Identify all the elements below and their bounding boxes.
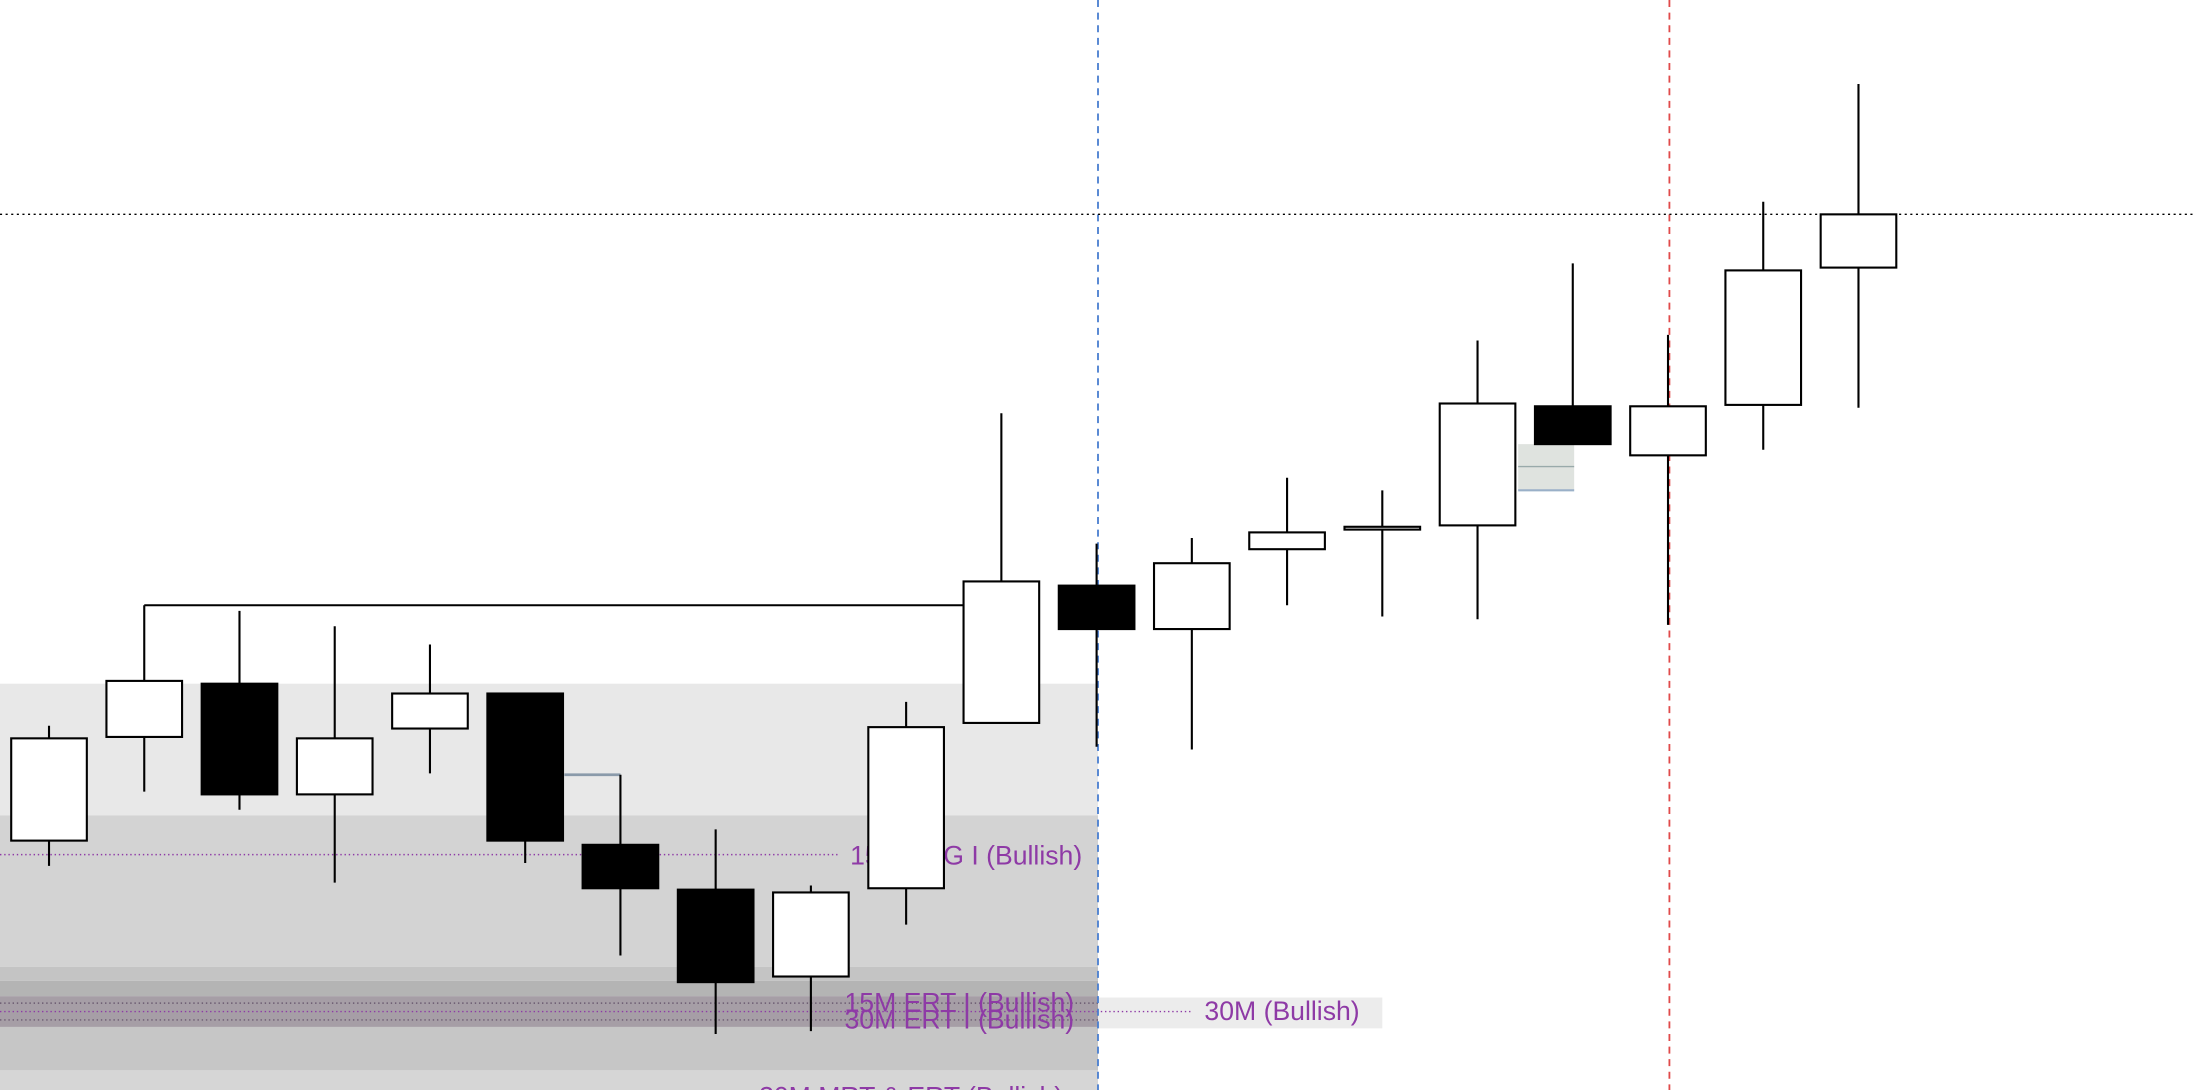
candle-body bbox=[1248, 531, 1326, 551]
annotation: 15M ERT I (Bullish) bbox=[845, 988, 1075, 1018]
zone bbox=[1098, 997, 1383, 1029]
candle-body bbox=[1057, 584, 1136, 631]
candle-body bbox=[200, 682, 279, 796]
candle-body bbox=[391, 692, 469, 730]
zone bbox=[0, 1026, 1098, 1071]
candle-body bbox=[295, 737, 374, 796]
candle-body bbox=[867, 726, 945, 890]
candle-body bbox=[676, 888, 755, 984]
zone bbox=[0, 1070, 1098, 1090]
candle-body bbox=[1819, 213, 1898, 269]
annotation: 30M MRT & ERT (Bullish) bbox=[759, 1081, 1063, 1090]
candle-body bbox=[581, 843, 660, 890]
candle-body bbox=[1343, 525, 1422, 531]
candle-body bbox=[486, 692, 565, 842]
annotation: 30M ERT I (Bullish) bbox=[845, 1004, 1075, 1034]
annotation: 30M (Bullish) bbox=[1204, 996, 1359, 1026]
zone bbox=[0, 980, 1098, 997]
candle-body bbox=[10, 737, 88, 842]
candle-body bbox=[772, 891, 850, 978]
candle-body bbox=[1152, 562, 1231, 631]
candle-body bbox=[105, 679, 184, 738]
zone bbox=[0, 966, 1098, 981]
candle-body bbox=[1533, 405, 1612, 446]
candle-body bbox=[1438, 402, 1517, 527]
zone bbox=[0, 996, 1098, 1027]
candle-body bbox=[1724, 269, 1803, 406]
candles bbox=[10, 84, 1898, 1034]
labels: 15M FVG I (Bullish) 15M ERT I (Bullish) … bbox=[759, 840, 1360, 1090]
candle-body bbox=[962, 580, 1041, 724]
candle-body bbox=[1629, 405, 1707, 457]
